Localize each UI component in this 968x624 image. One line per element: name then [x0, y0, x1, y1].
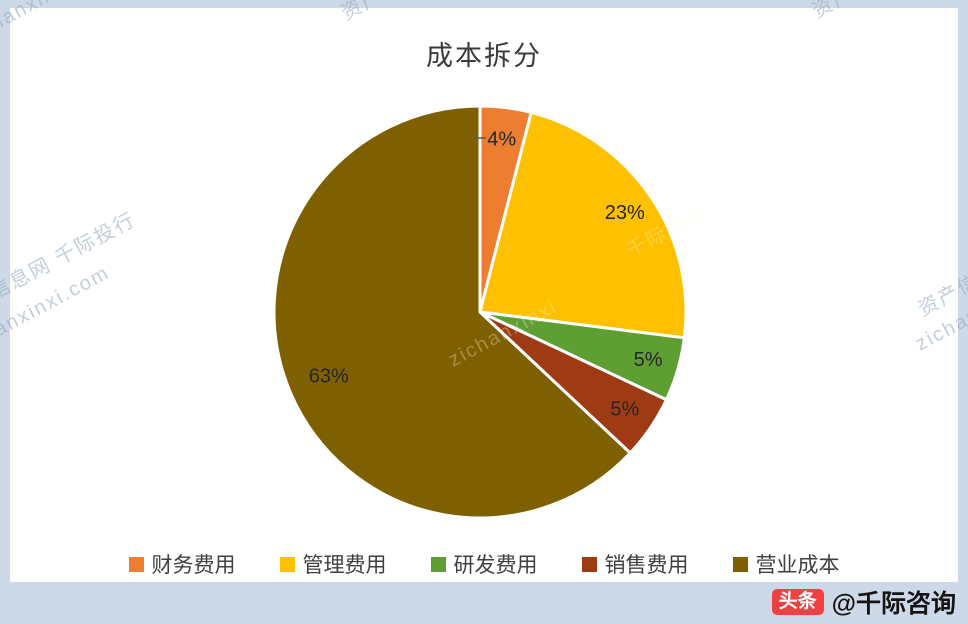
legend-swatch-icon — [430, 556, 446, 572]
legend-item-销售费用: 销售费用 — [581, 549, 689, 579]
legend-swatch-icon — [128, 556, 144, 572]
legend-label: 营业成本 — [755, 554, 840, 577]
attribution: 头条 @千际咨询 — [771, 586, 956, 618]
chart-legend: 财务费用 管理费用 研发费用 销售费用 营业成本 — [0, 551, 968, 577]
legend-label: 财务费用 — [151, 554, 236, 577]
legend-item-研发费用: 研发费用 — [430, 549, 538, 579]
legend-item-财务费用: 财务费用 — [128, 549, 236, 579]
legend-swatch-icon — [279, 556, 295, 572]
legend-swatch-icon — [581, 556, 597, 572]
legend-label: 研发费用 — [453, 554, 538, 577]
chart-panel — [10, 8, 958, 582]
legend-swatch-icon — [732, 556, 748, 572]
legend-item-营业成本: 营业成本 — [732, 549, 840, 579]
legend-label: 销售费用 — [604, 554, 689, 577]
legend-item-管理费用: 管理费用 — [279, 549, 387, 579]
legend-label: 管理费用 — [302, 554, 387, 577]
attribution-handle: @千际咨询 — [831, 590, 956, 618]
chart-title: 成本拆分 — [426, 41, 542, 71]
toutiao-badge-icon: 头条 — [771, 588, 824, 616]
